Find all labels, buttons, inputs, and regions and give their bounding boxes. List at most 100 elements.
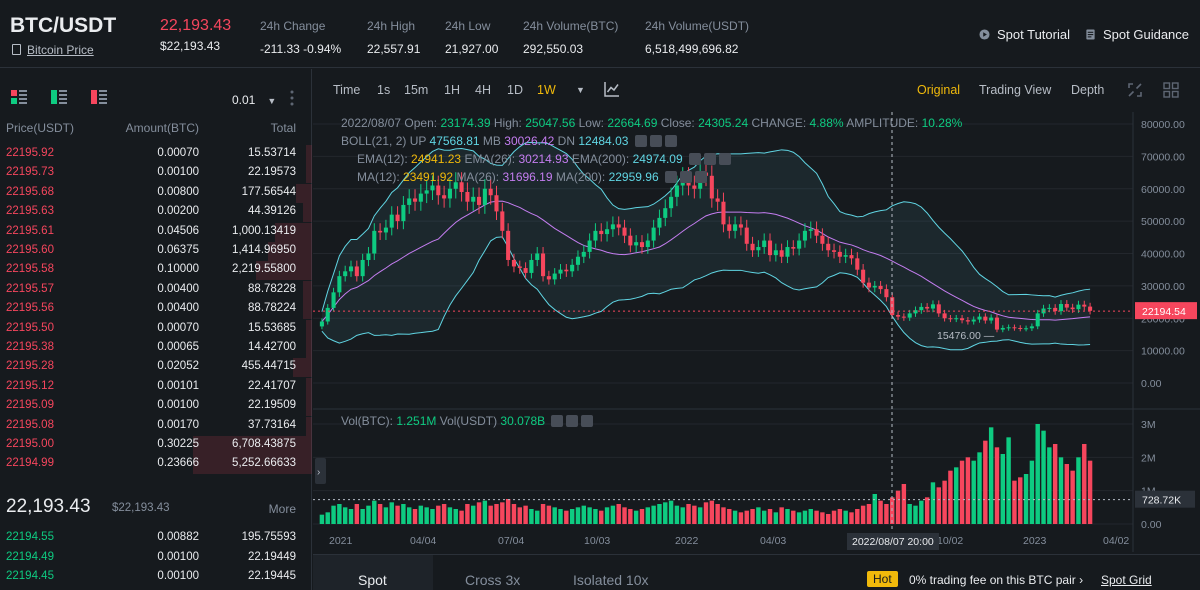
- interval-4h[interactable]: 4H: [475, 83, 491, 97]
- ask-row[interactable]: 22195.63 0.00200 44.39126: [0, 203, 312, 223]
- ask-row[interactable]: 22195.58 0.10000 2,219.55800: [0, 261, 312, 281]
- boll-label: BOLL(21, 2): [341, 134, 407, 148]
- settings-icon[interactable]: [649, 135, 662, 147]
- close-icon[interactable]: [664, 135, 677, 147]
- promo-text[interactable]: 0% trading fee on this BTC pair ›: [909, 573, 1084, 587]
- more-vertical-icon[interactable]: [290, 90, 294, 106]
- ask-row[interactable]: 22195.61 0.04506 1,000.13419: [0, 222, 312, 242]
- spot-grid-link[interactable]: Spot Grid: [1101, 573, 1152, 587]
- candle-body: [872, 285, 877, 288]
- candle-body: [378, 230, 383, 233]
- view-original[interactable]: Original: [917, 83, 961, 97]
- ask-row[interactable]: 22195.57 0.00400 88.78228: [0, 280, 312, 300]
- tab-cross[interactable]: Cross 3x: [465, 572, 521, 588]
- view-trading-view[interactable]: Trading View: [979, 83, 1052, 97]
- volume-bar: [535, 510, 540, 524]
- volume-tick-label: 2M: [1141, 452, 1156, 464]
- price-chart[interactable]: 80000.00 70000.00 60000.00 50000.00 40000.00…: [313, 112, 1200, 552]
- interval-1s[interactable]: 1s: [377, 83, 391, 97]
- fullscreen-icon[interactable]: [1128, 83, 1142, 97]
- candle-body: [575, 256, 581, 265]
- ask-row[interactable]: 22195.68 0.00800 177.56544: [0, 183, 312, 203]
- legend-open: 23174.39: [440, 116, 491, 130]
- indicator-chart-icon[interactable]: [604, 81, 620, 97]
- interval-1d[interactable]: 1D: [507, 83, 523, 97]
- precision-select[interactable]: 0.01 ▼: [232, 93, 276, 107]
- candle-body: [639, 242, 645, 248]
- candle-body: [791, 247, 796, 249]
- chart-canvas[interactable]: 80000.00 70000.00 60000.00 50000.00 40000.00…: [313, 112, 1200, 552]
- more-intervals-chevron-icon[interactable]: ▼: [576, 85, 585, 95]
- bid-row[interactable]: 22194.49 0.00100 22.19449: [0, 549, 312, 568]
- close-icon[interactable]: [694, 171, 707, 183]
- ask-row[interactable]: 22195.09 0.00100 22.19509: [0, 397, 312, 417]
- price-tick-label: 80000.00: [1141, 119, 1185, 131]
- interval-15m[interactable]: 15m: [404, 83, 429, 97]
- eye-icon[interactable]: [664, 171, 677, 183]
- bid-row[interactable]: 22194.55 0.00882 195.75593: [0, 529, 312, 548]
- stat-label: 24h Low: [445, 19, 491, 33]
- x-tick-label: 10/03: [584, 535, 610, 547]
- volume-bar: [988, 427, 994, 524]
- ask-row[interactable]: 22195.60 0.06375 1,414.96950: [0, 242, 312, 261]
- ask-row[interactable]: 22195.08 0.00170 37.73164: [0, 416, 312, 436]
- candle-body: [692, 185, 697, 189]
- coin-info-link[interactable]: Bitcoin Price: [12, 43, 94, 57]
- ask-row[interactable]: 22195.38 0.00065 14.42700: [0, 339, 312, 358]
- tab-spot[interactable]: Spot: [358, 572, 387, 588]
- volume-bar: [1052, 444, 1058, 524]
- ask-row[interactable]: 22195.56 0.00400 88.78224: [0, 300, 312, 320]
- more-link[interactable]: More: [268, 502, 296, 516]
- interval-time[interactable]: Time: [333, 83, 361, 97]
- spot-guidance-link[interactable]: Spot Guidance: [1085, 27, 1189, 42]
- ask-row[interactable]: 22195.12 0.00101 22.41707: [0, 377, 312, 397]
- book-view-bids-icon[interactable]: [51, 90, 67, 104]
- eye-icon[interactable]: [551, 415, 564, 427]
- close-icon[interactable]: [581, 415, 594, 427]
- candle-body: [453, 182, 458, 189]
- settings-icon[interactable]: [566, 415, 579, 427]
- candle-body: [535, 253, 540, 260]
- bid-row[interactable]: 22194.45 0.00100 22.19445: [0, 568, 312, 587]
- interval-1w[interactable]: 1W: [537, 83, 556, 97]
- ask-row[interactable]: 22195.92 0.00070 15.53714: [0, 145, 312, 164]
- ask-row[interactable]: 22195.28 0.02052 455.44715: [0, 358, 312, 378]
- candle-body: [366, 253, 371, 260]
- tab-isolated[interactable]: Isolated 10x: [573, 572, 649, 588]
- book-view-both-icon[interactable]: [11, 90, 27, 104]
- ask-amount: 0.00100: [157, 166, 199, 179]
- eye-icon[interactable]: [634, 135, 647, 147]
- candle-body: [669, 196, 674, 209]
- candle-body: [1053, 307, 1058, 312]
- legend-high-label: High:: [493, 116, 522, 130]
- ask-row[interactable]: 22195.50 0.00070 15.53685: [0, 319, 312, 339]
- ask-row[interactable]: 22194.99 0.23666 5,252.66633: [0, 455, 312, 475]
- candle-body: [907, 313, 912, 318]
- pair-title[interactable]: BTC/USDT: [10, 14, 117, 37]
- candle-body: [325, 307, 330, 322]
- volume-bar: [1070, 470, 1075, 524]
- book-view-asks-icon[interactable]: [91, 90, 107, 104]
- ask-row[interactable]: 22195.73 0.00100 22.19573: [0, 164, 312, 184]
- settings-icon[interactable]: [703, 153, 716, 165]
- candle-body: [1064, 304, 1069, 308]
- candle-body: [855, 258, 860, 270]
- eye-icon[interactable]: [688, 153, 701, 165]
- settings-icon[interactable]: [679, 171, 692, 183]
- candle-body: [948, 318, 953, 320]
- ask-total: 6,708.43875: [232, 438, 296, 450]
- volume-bar: [954, 467, 959, 524]
- volume-bar: [1041, 430, 1046, 524]
- layout-grid-icon[interactable]: [1163, 82, 1179, 98]
- view-depth[interactable]: Depth: [1071, 83, 1105, 97]
- ask-row[interactable]: 22195.00 0.30225 6,708.43875: [0, 436, 312, 455]
- close-icon[interactable]: [718, 153, 731, 165]
- spot-guidance-label: Spot Guidance: [1103, 27, 1190, 42]
- legend-low: 22664.69: [607, 116, 658, 130]
- candle-body: [994, 317, 1000, 330]
- candle-body: [925, 306, 930, 309]
- volume-bar: [1023, 474, 1029, 524]
- interval-1h[interactable]: 1H: [444, 83, 460, 97]
- price-tick-label: 70000.00: [1141, 151, 1185, 163]
- spot-tutorial-link[interactable]: Spot Tutorial: [979, 27, 1070, 42]
